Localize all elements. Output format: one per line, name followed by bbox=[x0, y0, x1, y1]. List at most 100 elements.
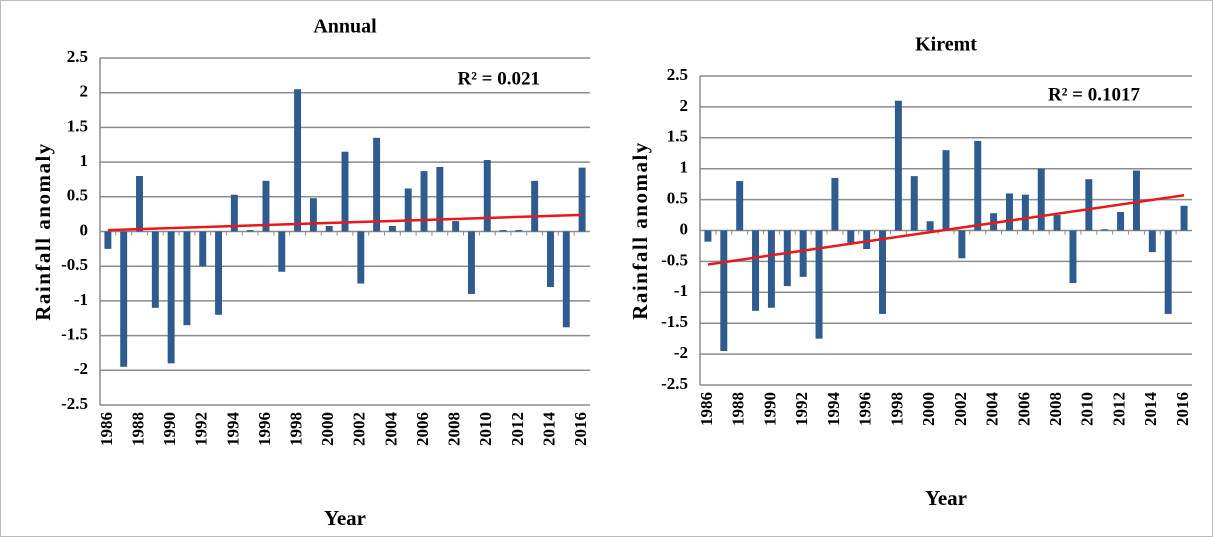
y-tick-label: 1 bbox=[680, 158, 689, 177]
bar bbox=[767, 230, 775, 308]
y-tick-label: -2.5 bbox=[661, 374, 688, 393]
bar bbox=[436, 166, 444, 232]
bar bbox=[452, 221, 460, 232]
x-tick-label: 2006 bbox=[1014, 392, 1033, 426]
bar bbox=[467, 231, 475, 294]
x-tick-label: 2012 bbox=[1109, 392, 1128, 426]
y-axis-label: Rainfall anomaly bbox=[31, 142, 55, 321]
bar bbox=[499, 230, 507, 232]
bar bbox=[420, 171, 428, 232]
chart-title: Annual bbox=[313, 16, 377, 38]
bar bbox=[1037, 168, 1045, 231]
bar bbox=[1132, 170, 1140, 231]
x-tick-label: 2002 bbox=[350, 412, 369, 446]
bar bbox=[1053, 215, 1061, 231]
x-tick-label: 2000 bbox=[919, 392, 938, 426]
bar bbox=[847, 230, 855, 243]
x-tick-label: 1992 bbox=[792, 392, 811, 426]
bar bbox=[879, 230, 887, 314]
x-tick-label: 2002 bbox=[951, 392, 970, 426]
bar bbox=[720, 230, 728, 352]
x-tick-label: 2000 bbox=[318, 412, 337, 446]
x-tick-label: 1988 bbox=[128, 412, 147, 446]
x-tick-label: 1998 bbox=[887, 392, 906, 426]
y-tick-label: -2 bbox=[674, 343, 688, 362]
bar bbox=[1101, 229, 1109, 231]
x-tick-label: 2014 bbox=[1141, 392, 1160, 427]
bar bbox=[815, 230, 823, 339]
x-tick-label: 2006 bbox=[413, 412, 432, 446]
x-tick-label: 1992 bbox=[192, 412, 211, 446]
bar bbox=[404, 188, 412, 232]
bar bbox=[752, 230, 760, 311]
bar bbox=[1117, 211, 1125, 231]
bar bbox=[183, 231, 191, 326]
bar bbox=[373, 137, 381, 232]
x-tick-label: 1986 bbox=[97, 412, 116, 446]
x-tick-label: 1996 bbox=[856, 392, 875, 426]
x-tick-label: 2008 bbox=[445, 412, 464, 446]
bar bbox=[1021, 194, 1029, 231]
bar bbox=[483, 160, 491, 232]
x-tick-label: 2008 bbox=[1046, 392, 1065, 426]
x-axis-label: Year bbox=[925, 486, 967, 510]
y-tick-label: 2 bbox=[80, 82, 89, 101]
bar bbox=[704, 230, 712, 242]
y-tick-label: 2 bbox=[680, 96, 689, 115]
y-tick-label: 0 bbox=[80, 220, 89, 239]
trendline bbox=[707, 194, 1185, 266]
bar bbox=[104, 231, 112, 249]
bar bbox=[894, 100, 902, 231]
bar bbox=[531, 180, 539, 232]
y-tick-label: -1 bbox=[674, 281, 688, 300]
y-tick-label: 0 bbox=[680, 219, 689, 238]
bar bbox=[294, 89, 302, 232]
bar bbox=[562, 231, 570, 328]
x-tick-label: 1988 bbox=[729, 392, 748, 426]
bar bbox=[341, 151, 349, 232]
x-tick-label: 2016 bbox=[571, 412, 590, 446]
x-tick-label: 1994 bbox=[824, 392, 843, 427]
annotation: R² = 0.021 bbox=[458, 68, 541, 89]
y-tick-label: -2.5 bbox=[61, 394, 88, 413]
bar bbox=[1148, 230, 1156, 253]
y-tick-label: -1 bbox=[74, 290, 88, 309]
bar bbox=[230, 194, 238, 232]
bar bbox=[1005, 193, 1013, 231]
bar bbox=[547, 231, 554, 288]
bar bbox=[799, 230, 807, 277]
annotation: R² = 0.1017 bbox=[1048, 84, 1140, 105]
bar bbox=[199, 231, 207, 267]
x-tick-label: 1990 bbox=[160, 412, 179, 446]
y-tick-label: 2.5 bbox=[67, 47, 88, 66]
bar bbox=[942, 150, 950, 231]
bar bbox=[515, 230, 523, 232]
y-tick-label: 0.5 bbox=[67, 186, 88, 205]
bar bbox=[736, 181, 744, 231]
bar bbox=[1180, 205, 1188, 231]
x-tick-label: 1986 bbox=[697, 392, 716, 426]
x-axis-label: Year bbox=[324, 506, 366, 530]
y-tick-label: -0.5 bbox=[661, 250, 688, 269]
bar bbox=[783, 230, 791, 287]
bar bbox=[120, 231, 128, 367]
y-tick-label: -2 bbox=[74, 359, 88, 378]
bar bbox=[262, 180, 270, 232]
bar bbox=[151, 231, 159, 308]
x-tick-label: 2010 bbox=[1078, 392, 1097, 426]
bar bbox=[958, 230, 966, 259]
bar bbox=[167, 231, 175, 364]
bar bbox=[357, 231, 365, 284]
y-tick-label: 0.5 bbox=[667, 189, 688, 208]
y-tick-label: -1.5 bbox=[661, 312, 688, 331]
y-tick-label: -1.5 bbox=[61, 325, 88, 344]
y-tick-label: 1.5 bbox=[67, 116, 88, 135]
y-tick-label: 1 bbox=[80, 151, 89, 170]
x-tick-label: 2014 bbox=[539, 412, 558, 447]
y-tick-label: 1.5 bbox=[667, 127, 688, 146]
x-tick-label: 1996 bbox=[255, 412, 274, 446]
x-tick-label: 1990 bbox=[760, 392, 779, 426]
bar bbox=[578, 167, 586, 232]
bar bbox=[863, 230, 871, 250]
bar bbox=[1069, 230, 1077, 284]
